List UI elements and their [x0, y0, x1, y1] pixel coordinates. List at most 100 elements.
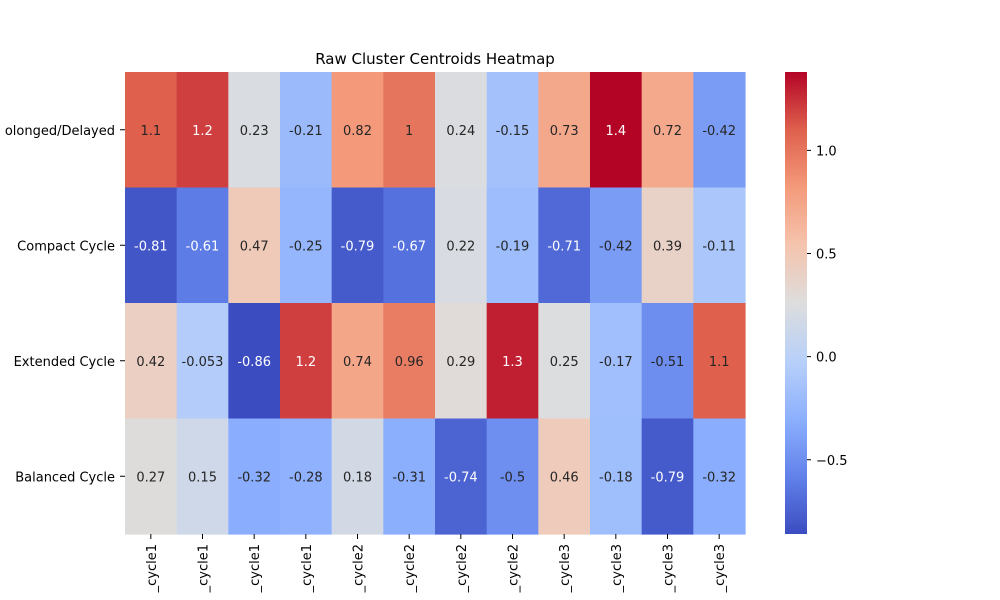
heatmap-cell: [383, 418, 436, 535]
heatmap-cell: [538, 303, 591, 420]
cell-annotations: 1.1 1.2 0.23 -0.21 0.82 1 0.24 -0.15 0.73 1.4 0.72…: [134, 124, 736, 486]
heatmap-cell: [176, 418, 229, 535]
heatmap-cell: [331, 72, 384, 189]
row-label: Compact Cycle: [17, 239, 115, 254]
heatmap-cell: [538, 72, 591, 189]
heatmap-cell: [693, 72, 746, 189]
heatmap-cell: [486, 187, 539, 304]
heatmap-cell: [590, 187, 643, 304]
cell-annotation: -0.28: [289, 470, 323, 485]
cell-annotation: 0.25: [550, 355, 579, 370]
colorbar: [785, 72, 807, 534]
heatmap-cell: [331, 418, 384, 535]
heatmap-cell: [693, 418, 746, 535]
colorbar-tick-label: 1.0: [816, 144, 837, 159]
heatmap-cell: [693, 187, 746, 304]
cell-annotation: -0.17: [599, 355, 633, 370]
heatmap-cell: [383, 72, 436, 189]
column-label: _cycle1: [248, 544, 263, 593]
cell-annotation: -0.51: [651, 355, 685, 370]
row-label: Balanced Cycle: [15, 470, 115, 485]
heatmap-cell: [228, 303, 281, 420]
cell-annotation: 0.74: [343, 355, 372, 370]
column-label: _cycle2: [403, 544, 418, 593]
heatmap-cell: [331, 187, 384, 304]
column-label: _cycle3: [610, 544, 625, 593]
cell-annotation: -0.053: [182, 355, 224, 370]
heatmap-cell: [280, 72, 333, 189]
heatmap-cell: [486, 72, 539, 189]
cell-annotation: 1.2: [192, 124, 213, 139]
heatmap-cell: [280, 187, 333, 304]
cell-annotation: -0.71: [547, 239, 581, 254]
cell-annotation: -0.86: [237, 355, 271, 370]
cell-annotation: -0.15: [496, 124, 530, 139]
heatmap-cell: [590, 72, 643, 189]
heatmap-cell: [125, 303, 178, 420]
cell-annotation: 1.1: [709, 355, 730, 370]
cell-annotation: 0.29: [446, 355, 475, 370]
cell-annotation: 1: [405, 124, 413, 139]
column-label: _cycle1: [300, 544, 315, 593]
heatmap-cell: [486, 303, 539, 420]
heatmap-cell: [538, 418, 591, 535]
heatmap-cell: [641, 187, 694, 304]
heatmap-cell: [435, 187, 488, 304]
heatmap-cell: [228, 187, 281, 304]
cell-annotation: 0.47: [240, 239, 269, 254]
cell-annotation: 0.27: [136, 470, 165, 485]
cell-annotation: -0.32: [237, 470, 271, 485]
heatmap-cell: [435, 303, 488, 420]
cell-annotation: 0.23: [240, 124, 269, 139]
chart-title: Raw Cluster Centroids Heatmap: [315, 50, 555, 68]
cell-annotation: -0.42: [599, 239, 633, 254]
column-label: _cycle1: [197, 544, 212, 593]
heatmap-cell: [280, 303, 333, 420]
cell-annotation: -0.32: [702, 470, 736, 485]
heatmap-cell: [486, 418, 539, 535]
cell-annotation: 0.18: [343, 470, 372, 485]
cell-annotation: -0.11: [702, 239, 736, 254]
column-label: _cycle3: [713, 544, 728, 593]
heatmap-cell: [590, 303, 643, 420]
cell-annotation: -0.61: [186, 239, 220, 254]
heatmap-cell: [228, 72, 281, 189]
colorbar-ticks: 1.0 0.5 0.0 −0.5: [807, 144, 848, 469]
cell-annotation: -0.31: [392, 470, 426, 485]
cell-annotation: 0.46: [550, 470, 579, 485]
heatmap-cell: [228, 418, 281, 535]
cell-annotation: -0.81: [134, 239, 168, 254]
cell-annotation: -0.5: [500, 470, 525, 485]
heatmap-cell: [383, 303, 436, 420]
heatmap-cell: [331, 303, 384, 420]
colorbar-tick-label: 0.0: [816, 351, 837, 366]
heatmap-cells: [125, 72, 746, 535]
heatmap-cell: [641, 72, 694, 189]
column-label: _cycle3: [558, 544, 573, 593]
cell-annotation: -0.18: [599, 470, 633, 485]
row-label: olonged/Delayed: [5, 124, 115, 139]
column-label: _cycle2: [352, 544, 367, 593]
heatmap-cell: [383, 187, 436, 304]
heatmap-cell: [280, 418, 333, 535]
heatmap-cell: [641, 303, 694, 420]
heatmap-cell: [125, 418, 178, 535]
row-labels: olonged/Delayed Compact Cycle Extended Cyc…: [5, 124, 125, 485]
cell-annotation: 0.96: [395, 355, 424, 370]
cell-annotation: 1.2: [295, 355, 316, 370]
heatmap-cell: [693, 303, 746, 420]
column-labels: _cycle1 _cycle1 _cycle1 _cycle1 _cycle2 _cycl…: [145, 534, 728, 593]
cell-annotation: -0.67: [392, 239, 426, 254]
heatmap-cell: [435, 72, 488, 189]
cell-annotation: 0.73: [550, 124, 579, 139]
cell-annotation: 0.24: [446, 124, 475, 139]
heatmap-cell: [176, 72, 229, 189]
column-label: _cycle2: [507, 544, 522, 593]
column-label: _cycle3: [662, 544, 677, 593]
heatmap-cell: [176, 303, 229, 420]
colorbar-tick-label: 0.5: [816, 248, 837, 263]
cell-annotation: -0.74: [444, 470, 478, 485]
cell-annotation: 0.22: [446, 239, 475, 254]
colorbar-tick-label: −0.5: [816, 454, 848, 469]
